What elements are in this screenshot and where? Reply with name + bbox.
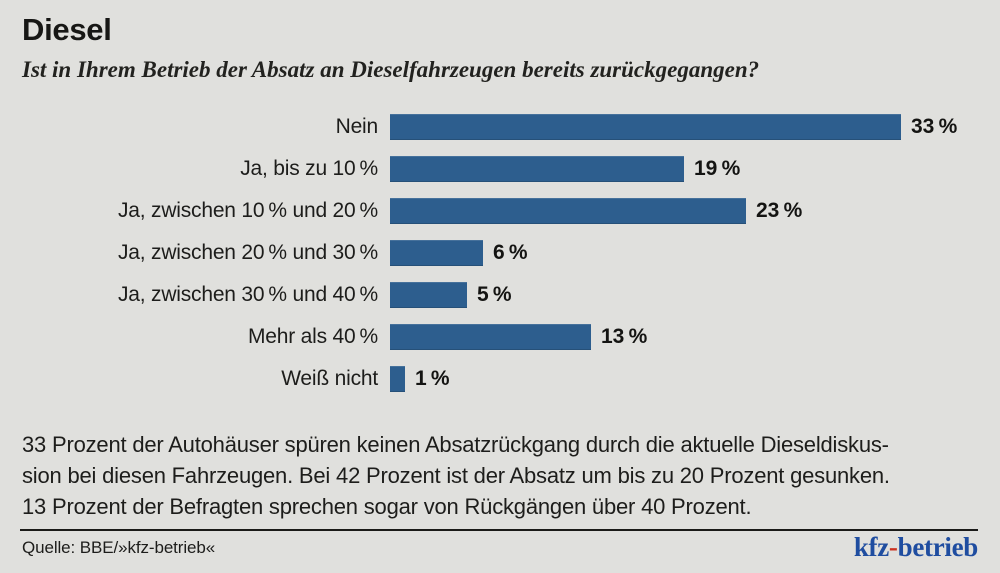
bar-area: 33 % <box>390 114 978 140</box>
footer-divider <box>20 529 978 531</box>
chart-row: Ja, bis zu 10 % 19 % <box>22 148 978 190</box>
bar <box>390 282 467 308</box>
bar-area: 6 % <box>390 240 978 266</box>
summary-line: 13 Prozent der Befragten sprechen sogar … <box>22 494 752 519</box>
logo-prefix: kfz <box>853 532 889 562</box>
summary-line: 33 Prozent der Autohäuser spüren keinen … <box>22 432 889 457</box>
chart-row: Mehr als 40 % 13 % <box>22 316 978 358</box>
bar <box>390 324 591 350</box>
bar-area: 13 % <box>390 324 978 350</box>
value-label: 33 % <box>911 115 958 138</box>
bar-area: 5 % <box>390 282 978 308</box>
chart-row: Ja, zwischen 10 % und 20 % 23 % <box>22 190 978 232</box>
bar-area: 1 % <box>390 366 978 392</box>
bar-area: 23 % <box>390 198 978 224</box>
bar-area: 19 % <box>390 156 978 182</box>
category-label: Mehr als 40 % <box>248 325 378 348</box>
kfz-betrieb-logo: kfz-betrieb <box>854 532 978 563</box>
value-label: 23 % <box>756 199 803 222</box>
value-label: 1 % <box>415 367 450 390</box>
survey-question: Ist in Ihrem Betrieb der Absatz an Diese… <box>22 57 760 82</box>
category-label: Ja, zwischen 30 % und 40 % <box>117 283 378 306</box>
page-title: Diesel <box>22 12 112 47</box>
value-label: 5 % <box>477 283 512 306</box>
bar <box>390 366 405 392</box>
category-label: Nein <box>335 115 379 138</box>
logo-hyphen: - <box>888 532 898 562</box>
bar <box>390 114 901 140</box>
chart-row: Ja, zwischen 20 % und 30 % 6 % <box>22 232 978 274</box>
summary-line: sion bei diesen Fahrzeugen. Bei 42 Proze… <box>22 463 890 488</box>
value-label: 6 % <box>493 241 528 264</box>
bar <box>390 156 684 182</box>
chart-row: Nein 33 % <box>22 106 978 148</box>
value-label: 19 % <box>694 157 741 180</box>
bar-chart: Nein 33 % Ja, bis zu 10 % 19 % Ja, zwischen … <box>22 106 978 400</box>
category-label: Ja, zwischen 10 % und 20 % <box>117 199 378 222</box>
bar <box>390 198 746 224</box>
value-label: 13 % <box>601 325 648 348</box>
category-label: Ja, bis zu 10 % <box>240 157 378 180</box>
category-label: Ja, zwischen 20 % und 30 % <box>117 241 378 264</box>
chart-row: Weiß nicht 1 % <box>22 358 978 400</box>
bar <box>390 240 483 266</box>
logo-suffix: betrieb <box>897 532 979 562</box>
category-label: Weiß nicht <box>281 367 378 390</box>
summary-text: 33 Prozent der Autohäuser spüren keinen … <box>22 429 890 522</box>
source-credit: Quelle: BBE/»kfz-betrieb« <box>22 538 216 557</box>
chart-row: Ja, zwischen 30 % und 40 % 5 % <box>22 274 978 316</box>
